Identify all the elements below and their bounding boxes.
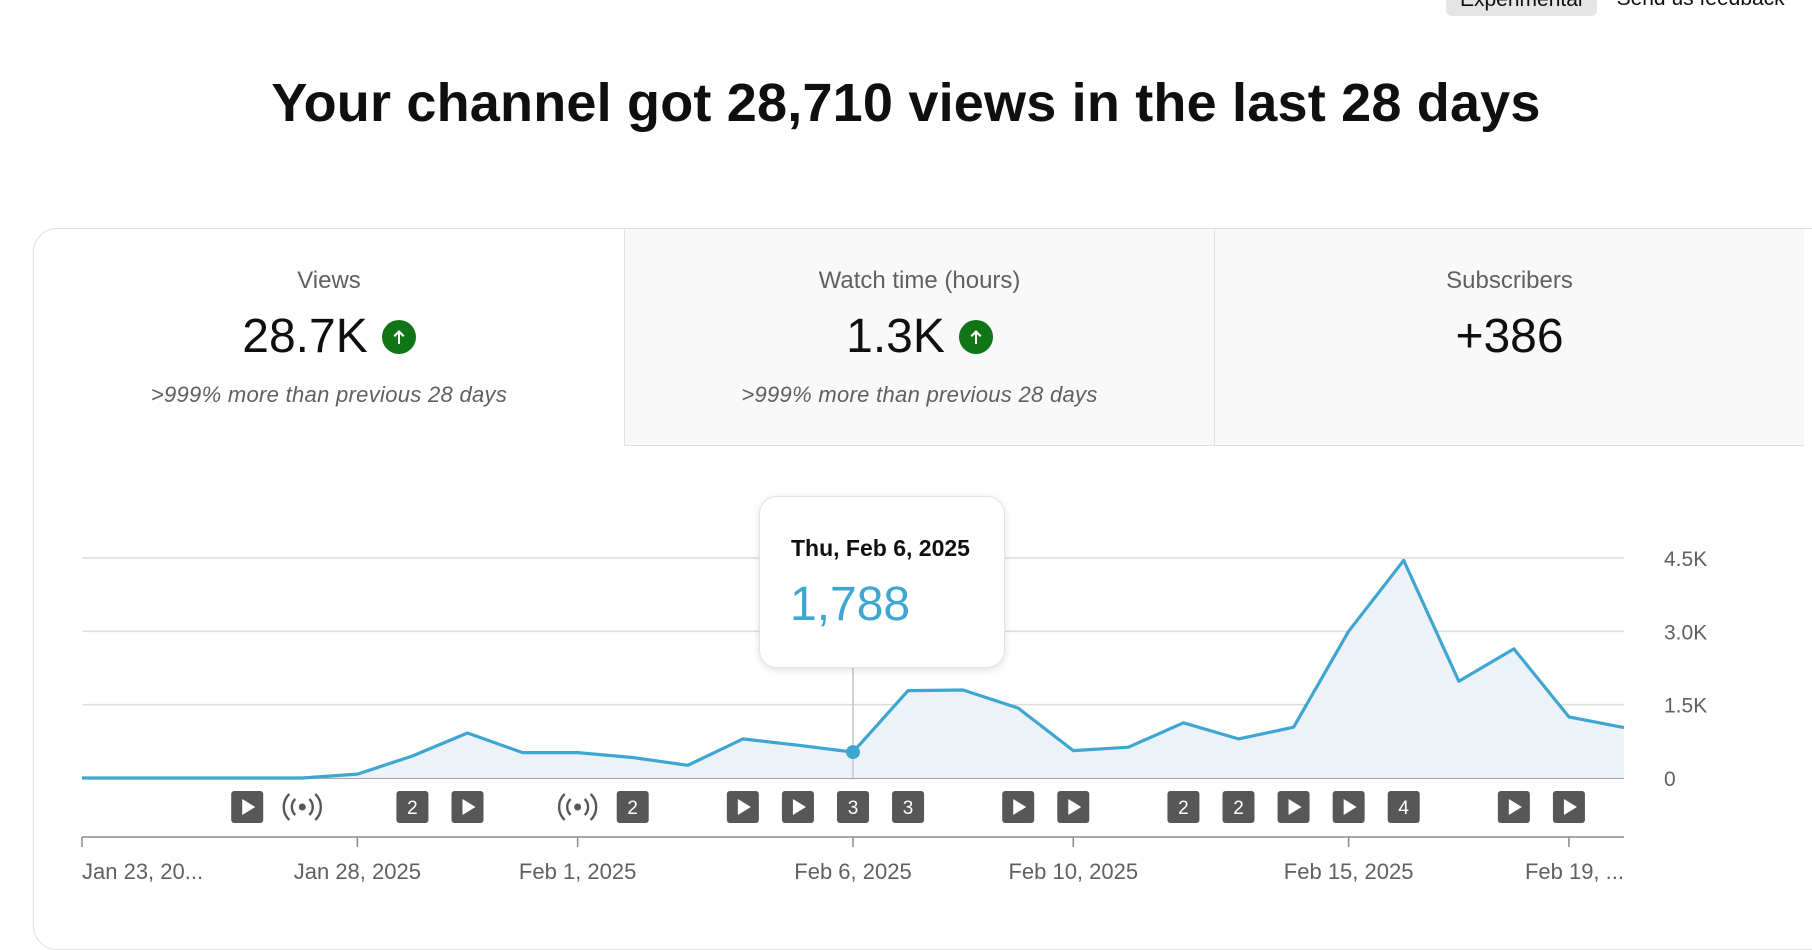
x-tick-label: Jan 28, 2025 bbox=[294, 859, 421, 884]
upload-count-marker[interactable]: 2 bbox=[396, 791, 429, 823]
play-icon bbox=[1343, 799, 1357, 815]
x-tick-label: Jan 23, 20... bbox=[82, 859, 203, 884]
highlighted-point bbox=[846, 745, 860, 760]
tab-subscribers[interactable]: Subscribers +386 bbox=[1214, 229, 1804, 446]
tab-value-row: +386 bbox=[1215, 309, 1804, 364]
play-icon bbox=[1013, 799, 1027, 815]
upload-count-marker[interactable]: 4 bbox=[1387, 791, 1420, 823]
tab-title: Watch time (hours) bbox=[818, 267, 1021, 294]
upload-count-marker[interactable]: 2 bbox=[616, 791, 649, 823]
tab-title: Views bbox=[297, 267, 361, 294]
tab-comparison: >999% more than previous 28 days bbox=[150, 382, 508, 407]
tab-watch-time[interactable]: Watch time (hours) 1.3K >999% more than … bbox=[624, 229, 1214, 446]
play-icon bbox=[1068, 799, 1082, 815]
tab-value: 28.7K bbox=[242, 310, 368, 363]
tooltip-value: 1,788 bbox=[790, 578, 911, 631]
marker-count: 2 bbox=[1233, 798, 1244, 819]
send-feedback-link[interactable]: Send us feedback bbox=[1617, 0, 1785, 11]
arrow-up-circle-icon bbox=[958, 319, 993, 354]
x-tick-label: Feb 19, ... bbox=[1525, 859, 1624, 884]
tab-value-row: 28.7K bbox=[34, 309, 624, 364]
y-tick-label: 0 bbox=[1664, 768, 1676, 791]
tab-value-row: 1.3K bbox=[625, 309, 1214, 364]
upload-count-marker[interactable]: 2 bbox=[1222, 791, 1255, 823]
video-upload-marker[interactable] bbox=[1057, 791, 1090, 823]
x-tick-label: Feb 1, 2025 bbox=[519, 859, 636, 884]
marker-box bbox=[892, 791, 925, 823]
video-upload-marker[interactable] bbox=[1497, 791, 1530, 823]
tab-value: 1.3K bbox=[846, 310, 945, 363]
tooltip-date: Thu, Feb 6, 2025 bbox=[791, 535, 970, 561]
play-icon bbox=[242, 799, 256, 815]
video-upload-marker[interactable] bbox=[1332, 791, 1365, 823]
video-upload-marker[interactable] bbox=[1277, 791, 1310, 823]
video-upload-marker[interactable] bbox=[1002, 791, 1035, 823]
upload-count-marker[interactable]: 2 bbox=[1167, 791, 1200, 823]
metric-tabs: Views 28.7K >999% more than previous 28 … bbox=[34, 229, 1812, 446]
top-actions: Experimental Send us feedback bbox=[1446, 0, 1785, 16]
play-icon bbox=[792, 799, 806, 815]
live-broadcast-icon[interactable] bbox=[557, 793, 598, 821]
marker-count: 3 bbox=[903, 798, 914, 819]
y-tick-label: 1.5K bbox=[1664, 695, 1707, 718]
marker-count: 2 bbox=[1178, 798, 1189, 819]
upload-count-marker[interactable]: 3 bbox=[837, 791, 869, 823]
video-upload-marker[interactable] bbox=[231, 791, 264, 823]
y-tick-label: 3.0K bbox=[1664, 621, 1707, 644]
x-tick-label: Feb 6, 2025 bbox=[794, 859, 911, 884]
video-upload-marker[interactable] bbox=[1552, 791, 1585, 823]
video-upload-marker[interactable] bbox=[451, 791, 484, 823]
play-icon bbox=[737, 799, 751, 815]
x-tick-label: Feb 15, 2025 bbox=[1284, 859, 1414, 884]
play-icon bbox=[1563, 799, 1577, 815]
marker-box bbox=[616, 791, 649, 823]
marker-count: 2 bbox=[627, 798, 638, 819]
play-icon bbox=[1508, 799, 1522, 815]
tab-views[interactable]: Views 28.7K >999% more than previous 28 … bbox=[34, 229, 624, 446]
video-upload-marker[interactable] bbox=[781, 791, 814, 823]
play-icon bbox=[1288, 799, 1302, 815]
marker-box bbox=[1387, 791, 1420, 823]
marker-count: 3 bbox=[848, 798, 859, 819]
marker-box bbox=[837, 791, 869, 823]
tab-value: +386 bbox=[1455, 310, 1564, 363]
video-upload-marker[interactable] bbox=[726, 791, 759, 823]
tab-title: Subscribers bbox=[1446, 267, 1573, 294]
series-area bbox=[82, 560, 1624, 778]
experimental-chip[interactable]: Experimental bbox=[1446, 0, 1597, 16]
views-line-chart: 4.5K 3.0K 1.5K 0 Jan 23, 20... Jan 28, 2025 Fe… bbox=[81, 548, 1707, 884]
page-headline: Your channel got 28,710 views in the las… bbox=[271, 73, 1541, 133]
marker-box bbox=[1222, 791, 1255, 823]
analytics-card: Views 28.7K >999% more than previous 28 … bbox=[33, 228, 1812, 950]
live-broadcast-icon[interactable] bbox=[282, 793, 322, 821]
x-tick-label: Feb 10, 2025 bbox=[1008, 859, 1138, 884]
upload-count-marker[interactable]: 3 bbox=[892, 791, 925, 823]
marker-count: 4 bbox=[1398, 798, 1409, 819]
play-icon bbox=[462, 799, 476, 815]
tab-comparison: >999% more than previous 28 days bbox=[741, 382, 1098, 407]
arrow-up-circle-icon bbox=[381, 319, 416, 354]
marker-count: 2 bbox=[407, 798, 418, 819]
y-tick-label: 4.5K bbox=[1664, 548, 1707, 571]
marker-box bbox=[396, 791, 429, 823]
chart-tooltip: Thu, Feb 6, 2025 1,788 bbox=[759, 496, 1005, 668]
marker-box bbox=[1167, 791, 1200, 823]
